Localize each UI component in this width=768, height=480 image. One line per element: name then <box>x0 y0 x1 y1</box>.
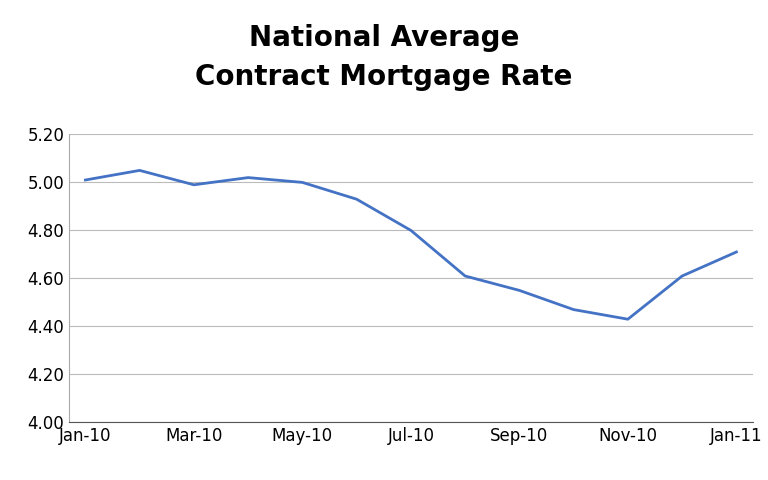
Text: National Average
Contract Mortgage Rate: National Average Contract Mortgage Rate <box>195 24 573 91</box>
